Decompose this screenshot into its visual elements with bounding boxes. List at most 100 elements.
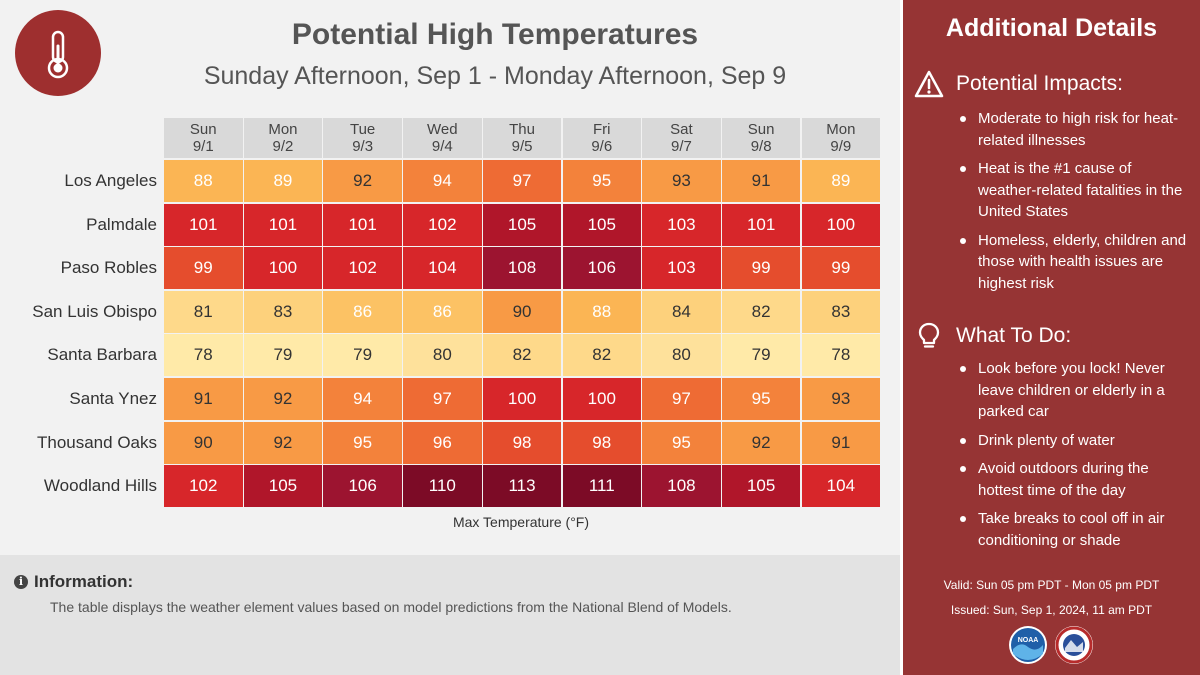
row-label: Paso Robles <box>60 258 157 278</box>
heatmap-cell: 95 <box>721 378 801 420</box>
heatmap-cell: 108 <box>482 247 562 290</box>
heatmap-cell: 99 <box>164 247 243 290</box>
column-header: Thu 9/5 <box>482 118 562 158</box>
heatmap-cell: 90 <box>164 421 243 464</box>
heatmap-cell: 106 <box>562 247 641 290</box>
heatmap-cell: 82 <box>721 290 801 333</box>
heatmap-cell: 96 <box>403 421 482 464</box>
heatmap-cell: 98 <box>482 421 562 464</box>
column-date: 9/1 <box>192 138 214 155</box>
heatmap-cell: 113 <box>482 465 562 508</box>
column-date: 9/4 <box>431 138 453 155</box>
column-day: Wed <box>427 121 458 138</box>
heatmap-cell: 105 <box>721 465 801 508</box>
heatmap-cell: 105 <box>562 203 641 246</box>
column-date: 9/8 <box>750 138 772 155</box>
lightbulb-icon <box>918 322 940 348</box>
heatmap-cell: 91 <box>721 160 801 202</box>
heatmap-cell: 88 <box>164 160 243 202</box>
column-date: 9/5 <box>511 138 533 155</box>
todo-heading: What To Do: <box>914 321 1071 351</box>
column-date: 9/9 <box>830 138 852 155</box>
heatmap-cell: 101 <box>243 203 323 246</box>
row-label: Los Angeles <box>64 171 157 190</box>
todo-title: What To Do: <box>956 324 1072 347</box>
column-date: 9/2 <box>272 138 294 155</box>
heatmap-cell: 101 <box>164 203 243 246</box>
thermometer-icon <box>47 30 69 79</box>
heatmap-cell: 102 <box>403 203 482 246</box>
column-day: Mon <box>826 121 856 138</box>
heatmap-cell: 83 <box>801 290 881 333</box>
heatmap-cell: 105 <box>243 465 323 508</box>
row-label: Thousand Oaks <box>36 432 157 452</box>
heatmap-cell: 86 <box>323 290 402 333</box>
column-header: Mon 9/2 <box>243 118 323 158</box>
heatmap-cell: 103 <box>642 203 721 246</box>
column-header: Sun 9/8 <box>721 118 801 158</box>
heatmap-cell: 79 <box>243 334 323 377</box>
noaa-logo-graphic: NOAA <box>1011 628 1045 662</box>
heatmap-cell: 97 <box>482 160 562 202</box>
info-heading: i Information: <box>14 572 133 592</box>
column-header: Fri 9/6 <box>562 118 641 158</box>
list-item: Homeless, elderly, children and those wi… <box>957 230 1193 295</box>
heatmap-cell: 110 <box>403 465 482 508</box>
heatmap-cell: 100 <box>243 247 323 290</box>
heatmap-cell: 95 <box>642 421 721 464</box>
info-icon: i <box>14 575 28 589</box>
axis-label: Max Temperature (°F) <box>452 514 590 530</box>
info-text: The table displays the weather element v… <box>50 599 732 615</box>
list-item: Heat is the #1 cause of weather-related … <box>957 158 1193 223</box>
heatmap-cell: 104 <box>403 247 482 290</box>
nws-logo-graphic <box>1055 626 1093 664</box>
issued-time: Issued: Sun, Sep 1, 2024, 11 am PDT <box>950 603 1153 617</box>
info-panel: i Information: The table displays the we… <box>0 555 900 675</box>
row-label: Woodland Hills <box>43 476 157 496</box>
heatmap-cell: 100 <box>482 378 562 420</box>
heatmap-cell: 98 <box>562 421 641 464</box>
heatmap-cell: 93 <box>801 378 881 420</box>
heatmap-cell: 86 <box>403 290 482 333</box>
heatmap-cell: 97 <box>642 378 721 420</box>
heatmap-cell: 92 <box>243 421 323 464</box>
heatmap-cell: 83 <box>243 290 323 333</box>
heatmap-cell: 103 <box>642 247 721 290</box>
heatmap-cell: 79 <box>323 334 402 377</box>
heatmap-cell: 91 <box>164 378 243 420</box>
heatmap-cell: 91 <box>801 421 881 464</box>
heatmap-cell: 93 <box>642 160 721 202</box>
noaa-logo: NOAA <box>1009 626 1047 664</box>
sidebar-title: Additional Details <box>945 14 1158 42</box>
column-day: Sun <box>747 121 775 138</box>
heatmap-cell: 111 <box>562 465 641 508</box>
heatmap-cell: 106 <box>323 465 402 508</box>
column-header: Sat 9/7 <box>642 118 721 158</box>
heatmap-cell: 82 <box>482 334 562 377</box>
impacts-list: Moderate to high risk for heat-related i… <box>957 108 1193 301</box>
row-label: Santa Barbara <box>47 345 157 365</box>
page-title: Potential High Temperatures <box>291 18 699 51</box>
heatmap-cell: 102 <box>164 465 243 508</box>
heatmap-cell: 84 <box>642 290 721 333</box>
column-header: Mon 9/9 <box>801 118 881 158</box>
nws-logo <box>1055 626 1093 664</box>
noaa-logo-text: NOAA <box>1018 637 1039 644</box>
heatmap-cell: 101 <box>323 203 402 246</box>
sidebar: Additional Details Potential Impacts: Mo… <box>900 0 1200 675</box>
heatmap-cell: 89 <box>243 160 323 202</box>
heatmap-cell: 95 <box>323 421 402 464</box>
column-day: Fri <box>593 121 611 138</box>
heatmap-cell: 82 <box>562 334 641 377</box>
list-item: Avoid outdoors during the hottest time o… <box>957 458 1193 501</box>
column-header: Tue 9/3 <box>323 118 402 158</box>
column-day: Thu <box>509 121 535 138</box>
heatmap-cell: 108 <box>642 465 721 508</box>
column-date: 9/7 <box>671 138 692 155</box>
heatmap-cell: 88 <box>562 290 641 333</box>
heatmap-cell: 78 <box>164 334 243 377</box>
column-date: 9/3 <box>352 138 374 155</box>
list-item: Drink plenty of water <box>957 430 1193 452</box>
impacts-heading: Potential Impacts: <box>914 70 1123 98</box>
heatmap-cell: 105 <box>482 203 562 246</box>
